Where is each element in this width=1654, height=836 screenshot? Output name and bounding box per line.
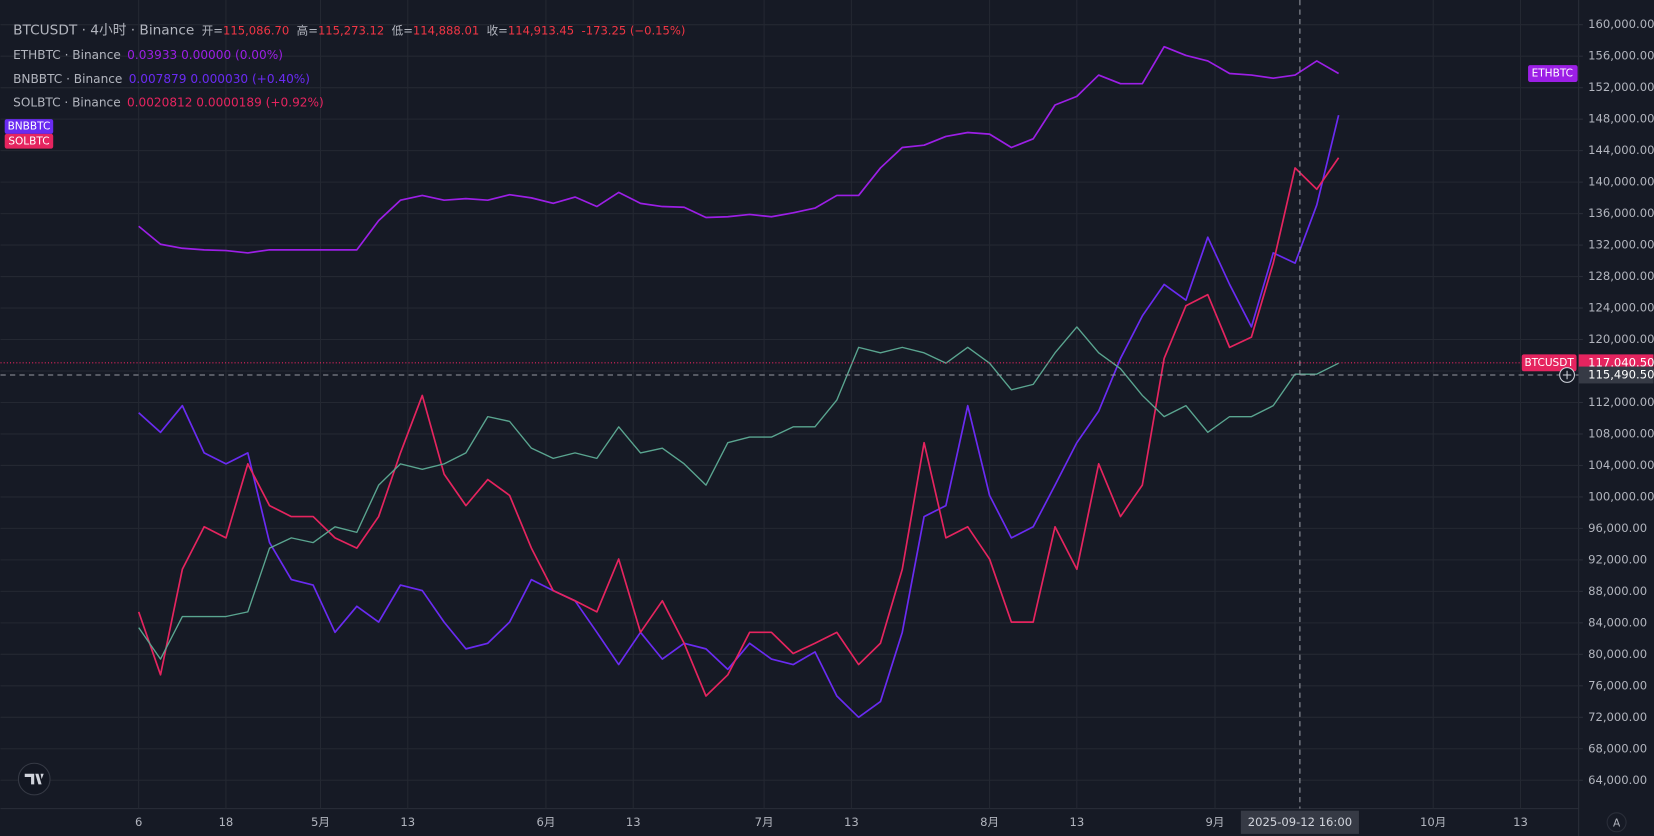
series-line [138, 45, 1340, 254]
y-tick-label: 84,000.00 [1588, 615, 1647, 629]
x-tick-label: 13 [400, 815, 415, 829]
x-tick-label: 13 [844, 815, 859, 829]
y-tick-label: 124,000.00 [1588, 301, 1654, 315]
series-line [138, 326, 1339, 660]
y-tick-label: 156,000.00 [1588, 49, 1654, 63]
y-tick-label: 92,000.00 [1588, 552, 1647, 566]
y-tick-label: 148,000.00 [1588, 112, 1654, 126]
crosshair-price-label: 115,490.50 [1588, 368, 1654, 382]
y-tick-label: 132,000.00 [1588, 238, 1654, 252]
x-tick-label: 13 [1513, 815, 1528, 829]
legend-ohlc-label: 收= [487, 23, 508, 37]
series-tag: ETHBTC [1532, 68, 1573, 80]
y-tick-label: 72,000.00 [1588, 710, 1647, 724]
tv-logo[interactable] [17, 762, 51, 796]
plot [137, 45, 1340, 719]
auto-scale-label[interactable]: A [1613, 817, 1621, 829]
add-icon [1562, 370, 1572, 380]
legend-compare-row: ETHBTC · Binance 0.03933 0.00000 (0.00%) [13, 47, 283, 61]
legend-symbol: BTCUSDT · 4小时 · Binance [13, 23, 194, 39]
x-tick-label: 8月 [980, 815, 999, 829]
y-tick-label: 112,000.00 [1588, 395, 1654, 409]
x-tick-label: 13 [626, 815, 641, 829]
y-tick-label: 108,000.00 [1588, 426, 1654, 440]
legend-ohlc-value: 114,913.45 [508, 23, 574, 37]
x-tick-label: 6 [135, 815, 142, 829]
y-tick-label: 100,000.00 [1588, 489, 1654, 503]
left-series-tag: BNBBTC [8, 121, 51, 133]
y-tick-label: 144,000.00 [1588, 143, 1654, 157]
legend-compare-values: 0.0020812 0.0000189 (+0.92%) [127, 95, 324, 109]
y-tick-label: 96,000.00 [1588, 521, 1647, 535]
legend-ohlc-label: 高= [297, 23, 318, 37]
last-price-tag: BTCUSDT [1524, 357, 1574, 369]
legend-ohlc-label: 开= [202, 23, 223, 37]
y-tick-label: 136,000.00 [1588, 206, 1654, 220]
y-tick-label: 104,000.00 [1588, 458, 1654, 472]
y-tick-label: 64,000.00 [1588, 773, 1647, 787]
crosshair-time-label: 2025-09-12 16:00 [1248, 815, 1352, 829]
y-tick-label: 140,000.00 [1588, 175, 1654, 189]
y-tick-label: 120,000.00 [1588, 332, 1654, 346]
auto-scale-button[interactable] [1606, 812, 1627, 833]
crosshair-time-box [1240, 810, 1359, 834]
left-series-tag-bg [4, 119, 54, 134]
last-price-tag-bg [1521, 354, 1577, 372]
legend-compare-values: 0.03933 0.00000 (0.00%) [127, 47, 283, 61]
x-tick-label: 7月 [755, 815, 774, 829]
last-price-label: 117,040.50 [1588, 355, 1654, 369]
y-tick-label: 128,000.00 [1588, 269, 1654, 283]
legend-main: BTCUSDT · 4小时 · Binance 开=115,086.70 高=115… [13, 23, 685, 39]
x-tick-label: 9月 [1206, 815, 1225, 829]
logo-circle[interactable] [17, 762, 51, 796]
crosshair-price-box [1578, 366, 1654, 384]
series-line [137, 157, 1340, 697]
y-tick-label: 76,000.00 [1588, 678, 1647, 692]
legend-ohlc-value: 115,273.12 [318, 23, 384, 37]
x-tick-label: 5月 [311, 815, 330, 829]
x-tick-label: 13 [1069, 815, 1084, 829]
y-tick-label: 80,000.00 [1588, 647, 1647, 661]
legend-compare-symbol: ETHBTC · Binance [13, 47, 121, 61]
legend-ohlc-value: 115,086.70 [223, 23, 289, 37]
series-tag-bg [1528, 65, 1578, 82]
legend-compare-values: 0.007879 0.000030 (+0.40%) [129, 71, 310, 85]
legend-ohlc-value: 114,888.01 [413, 23, 479, 37]
left-series-tag: SOLBTC [8, 135, 49, 147]
x-tick-label: 18 [219, 815, 234, 829]
legend-compare-symbol: SOLBTC · Binance [13, 95, 121, 109]
y-tick-label: 152,000.00 [1588, 80, 1654, 94]
legend-ohlc-label: 低= [392, 23, 413, 37]
y-tick-label: 160,000.00 [1588, 17, 1654, 31]
y-tick-label: 68,000.00 [1588, 741, 1647, 755]
legend-compare-symbol: BNBBTC · Binance [13, 71, 122, 85]
legend-compare-row: BNBBTC · Binance 0.007879 0.000030 (+0.40… [13, 71, 310, 85]
x-tick-label: 6月 [536, 815, 555, 829]
legend-compare-row: SOLBTC · Binance 0.0020812 0.0000189 (+0.… [13, 95, 324, 109]
series-line [138, 115, 1340, 719]
legend-change: -173.25 (−0.15%) [582, 23, 686, 37]
y-tick-label: 88,000.00 [1588, 584, 1647, 598]
left-series-tag-bg [4, 133, 54, 149]
x-tick-label: 10月 [1420, 815, 1446, 829]
